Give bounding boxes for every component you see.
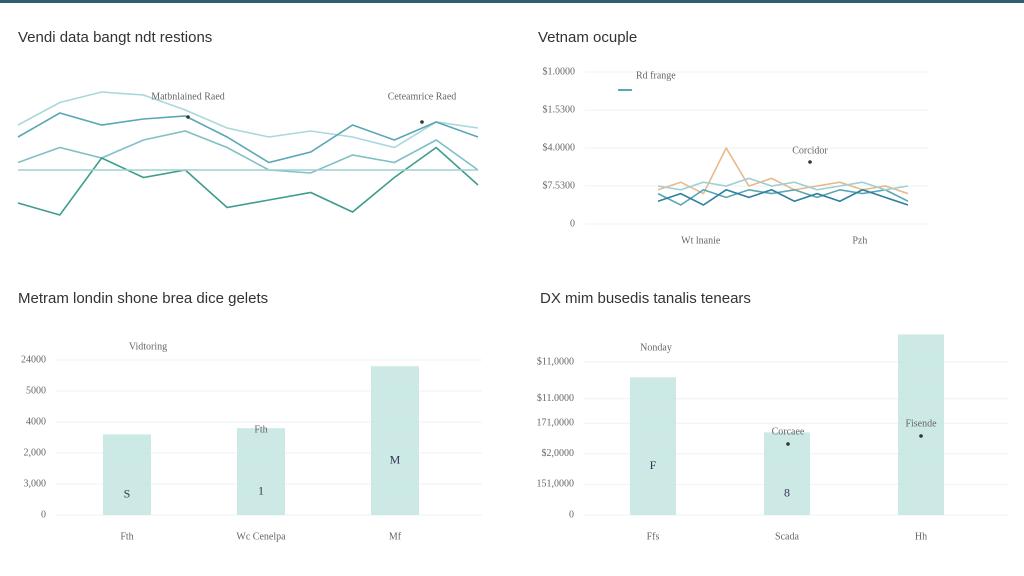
annotation: Ceteamrice Raed — [388, 91, 457, 102]
y-tick-label: $11,0000 — [537, 356, 574, 367]
y-tick-label: 24000 — [21, 354, 46, 365]
y-tick-label: 4000 — [26, 416, 46, 427]
x-tick-label: Fth — [120, 531, 133, 542]
annotation-dot — [786, 442, 790, 446]
bar-label: M — [390, 452, 401, 466]
y-tick-label: 0 — [41, 509, 46, 520]
y-tick-label: 0 — [569, 509, 574, 520]
line-series — [17, 130, 479, 174]
legend-label: Rd frange — [636, 70, 676, 81]
top-border — [0, 0, 1024, 3]
y-tick-label: 151,0000 — [537, 479, 575, 490]
x-tick-label: Ffs — [647, 531, 660, 542]
chart-title: Vetnam ocuple — [538, 29, 637, 46]
line-series — [657, 146, 909, 195]
x-tick-label: Wc Cenelpa — [236, 531, 286, 542]
x-tick-label: Pzh — [852, 235, 867, 246]
x-tick-label: Scada — [775, 531, 799, 542]
bar — [103, 434, 151, 515]
x-tick-label: Mf — [389, 531, 402, 542]
annotation: Nonday — [640, 342, 672, 353]
line-series — [657, 188, 909, 206]
bar — [764, 432, 810, 515]
bar — [371, 366, 419, 515]
line-series — [17, 91, 479, 149]
bar-label: 1 — [258, 483, 264, 497]
y-tick-label: 5000 — [26, 385, 46, 396]
annotation: Corcidor — [792, 145, 828, 156]
annotation: Fth — [254, 424, 267, 435]
chart-title: Metram londin shone brea dice gelets — [18, 290, 268, 307]
chart-title: DX mim busedis tanalis tenears — [540, 290, 751, 307]
chart-title: Vendi data bangt ndt restions — [18, 29, 212, 46]
annotation-dot — [808, 160, 812, 164]
annotation-dot — [420, 120, 424, 124]
bar-label: F — [650, 458, 657, 472]
line-series — [17, 112, 479, 164]
y-tick-label: 171,0000 — [537, 417, 575, 428]
annotation: Vidtoring — [129, 341, 167, 352]
bar — [237, 428, 285, 515]
bar — [898, 334, 944, 515]
y-tick-label: $4.0000 — [543, 142, 576, 153]
y-tick-label: 0 — [570, 218, 575, 229]
x-tick-label: Wt lnanie — [681, 235, 721, 246]
y-tick-label: $11.0000 — [537, 393, 574, 404]
y-tick-label: $1.0000 — [543, 66, 576, 77]
annotation: Matbnlained Raed — [151, 91, 225, 102]
bar-label: 8 — [784, 485, 790, 499]
line-series — [657, 188, 909, 206]
y-tick-label: $1.5300 — [543, 104, 576, 115]
line-series — [657, 177, 909, 191]
y-tick-label: 3,000 — [24, 478, 47, 489]
bar — [630, 377, 676, 515]
annotation: Fisende — [905, 418, 937, 429]
bar-label: S — [124, 486, 131, 500]
y-tick-label: 2,000 — [24, 447, 47, 458]
y-tick-label: $2,0000 — [542, 448, 575, 459]
y-tick-label: $7.5300 — [543, 180, 576, 191]
annotation-dot — [919, 434, 923, 438]
x-tick-label: Hh — [915, 531, 927, 542]
annotation-dot — [186, 115, 190, 119]
annotation: Corcaee — [772, 426, 805, 437]
line-series — [17, 146, 479, 216]
